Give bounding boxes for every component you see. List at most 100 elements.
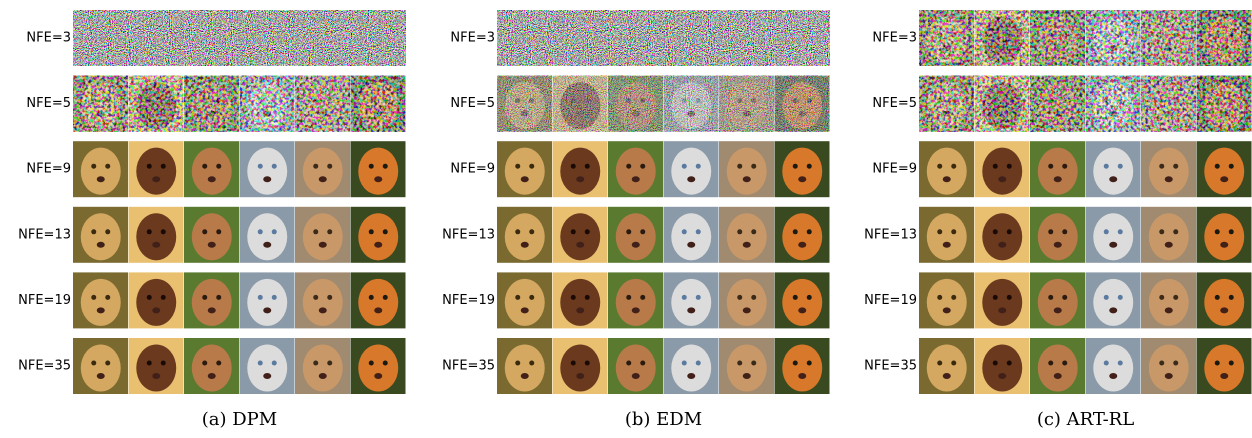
row-label: NFE=9 <box>450 162 495 177</box>
image-face <box>192 344 232 391</box>
image-eye <box>571 295 576 300</box>
sample-image <box>240 76 295 132</box>
image-face <box>927 344 967 391</box>
image-eye <box>91 295 96 300</box>
image-eye <box>216 361 221 366</box>
image-eye <box>161 295 166 300</box>
image-eye <box>515 361 520 366</box>
image-face <box>782 344 822 391</box>
sample-image <box>553 272 608 328</box>
image-face <box>671 213 711 260</box>
image-eye <box>1118 164 1123 169</box>
sample-image <box>295 141 350 197</box>
sample-image <box>497 141 552 197</box>
image-eye <box>696 229 701 234</box>
image-face <box>1038 279 1078 326</box>
image-nose <box>1220 373 1228 379</box>
sample-image <box>295 338 350 394</box>
image-artifacts <box>1086 10 1141 66</box>
image-eye <box>1173 164 1178 169</box>
image-face <box>247 279 287 326</box>
sample-image <box>608 207 663 263</box>
image-eye <box>147 229 152 234</box>
image-eye <box>1229 295 1234 300</box>
image-eye <box>258 361 263 366</box>
image-eye <box>272 361 277 366</box>
sample-image <box>129 76 184 132</box>
image-artifacts <box>184 76 239 132</box>
image-eye <box>807 361 812 366</box>
sample-image <box>184 141 239 197</box>
image-face <box>81 279 121 326</box>
sample-image <box>240 338 295 394</box>
sample-image <box>497 338 552 394</box>
image-face <box>358 148 398 195</box>
sample-image <box>975 207 1030 263</box>
image-eye <box>515 295 520 300</box>
image-eye <box>937 164 942 169</box>
image-nose <box>208 176 216 182</box>
sample-image <box>295 207 350 263</box>
image-face <box>358 344 398 391</box>
sample-image <box>129 272 184 328</box>
image-face <box>136 344 176 391</box>
image-eye <box>1118 295 1123 300</box>
image-nose <box>1220 176 1228 182</box>
sample-image <box>775 141 830 197</box>
image-nose <box>152 176 160 182</box>
image-eye <box>1062 164 1067 169</box>
image-eye <box>216 295 221 300</box>
image-eye <box>1159 164 1164 169</box>
image-artifacts <box>240 76 295 132</box>
image-nose <box>798 307 806 313</box>
sample-image <box>1086 272 1141 328</box>
image-artifacts <box>975 10 1030 66</box>
image-eye <box>1215 295 1220 300</box>
sample-image <box>1197 10 1252 66</box>
image-face <box>81 344 121 391</box>
image-nose <box>1165 307 1173 313</box>
image-face <box>247 148 287 195</box>
image-eye <box>202 295 207 300</box>
image-eye <box>1173 229 1178 234</box>
image-artifacts <box>1197 76 1252 132</box>
sample-image <box>497 272 552 328</box>
image-face <box>358 213 398 260</box>
image-nose <box>521 373 529 379</box>
image-nose <box>263 373 271 379</box>
image-artifacts <box>351 76 406 132</box>
row-label: NFE=13 <box>442 227 495 242</box>
sample-image <box>1197 272 1252 328</box>
image-eye <box>216 164 221 169</box>
image-face <box>671 148 711 195</box>
image-eye <box>147 164 152 169</box>
image-nose <box>743 373 751 379</box>
image-eye <box>383 164 388 169</box>
row-label: NFE=19 <box>18 293 71 308</box>
image-nose <box>743 176 751 182</box>
sample-image <box>1197 207 1252 263</box>
image-eye <box>529 361 534 366</box>
image-nose <box>1109 176 1117 182</box>
sample-image <box>1086 141 1141 197</box>
sample-image <box>975 10 1030 66</box>
row-label: NFE=35 <box>442 359 495 374</box>
image-nose <box>374 307 382 313</box>
image-face <box>136 279 176 326</box>
image-eye <box>161 229 166 234</box>
image-artifacts <box>919 76 974 132</box>
sample-image <box>664 76 719 132</box>
image-eye <box>1229 229 1234 234</box>
image-nose <box>152 307 160 313</box>
image-eye <box>1215 164 1220 169</box>
image-noise <box>497 76 552 132</box>
sample-image <box>184 76 239 132</box>
image-nose <box>576 242 584 248</box>
image-nose <box>319 176 327 182</box>
image-eye <box>383 229 388 234</box>
image-nose <box>319 242 327 248</box>
image-eye <box>993 164 998 169</box>
image-eye <box>807 295 812 300</box>
image-nose <box>521 242 529 248</box>
sample-image <box>1141 338 1196 394</box>
